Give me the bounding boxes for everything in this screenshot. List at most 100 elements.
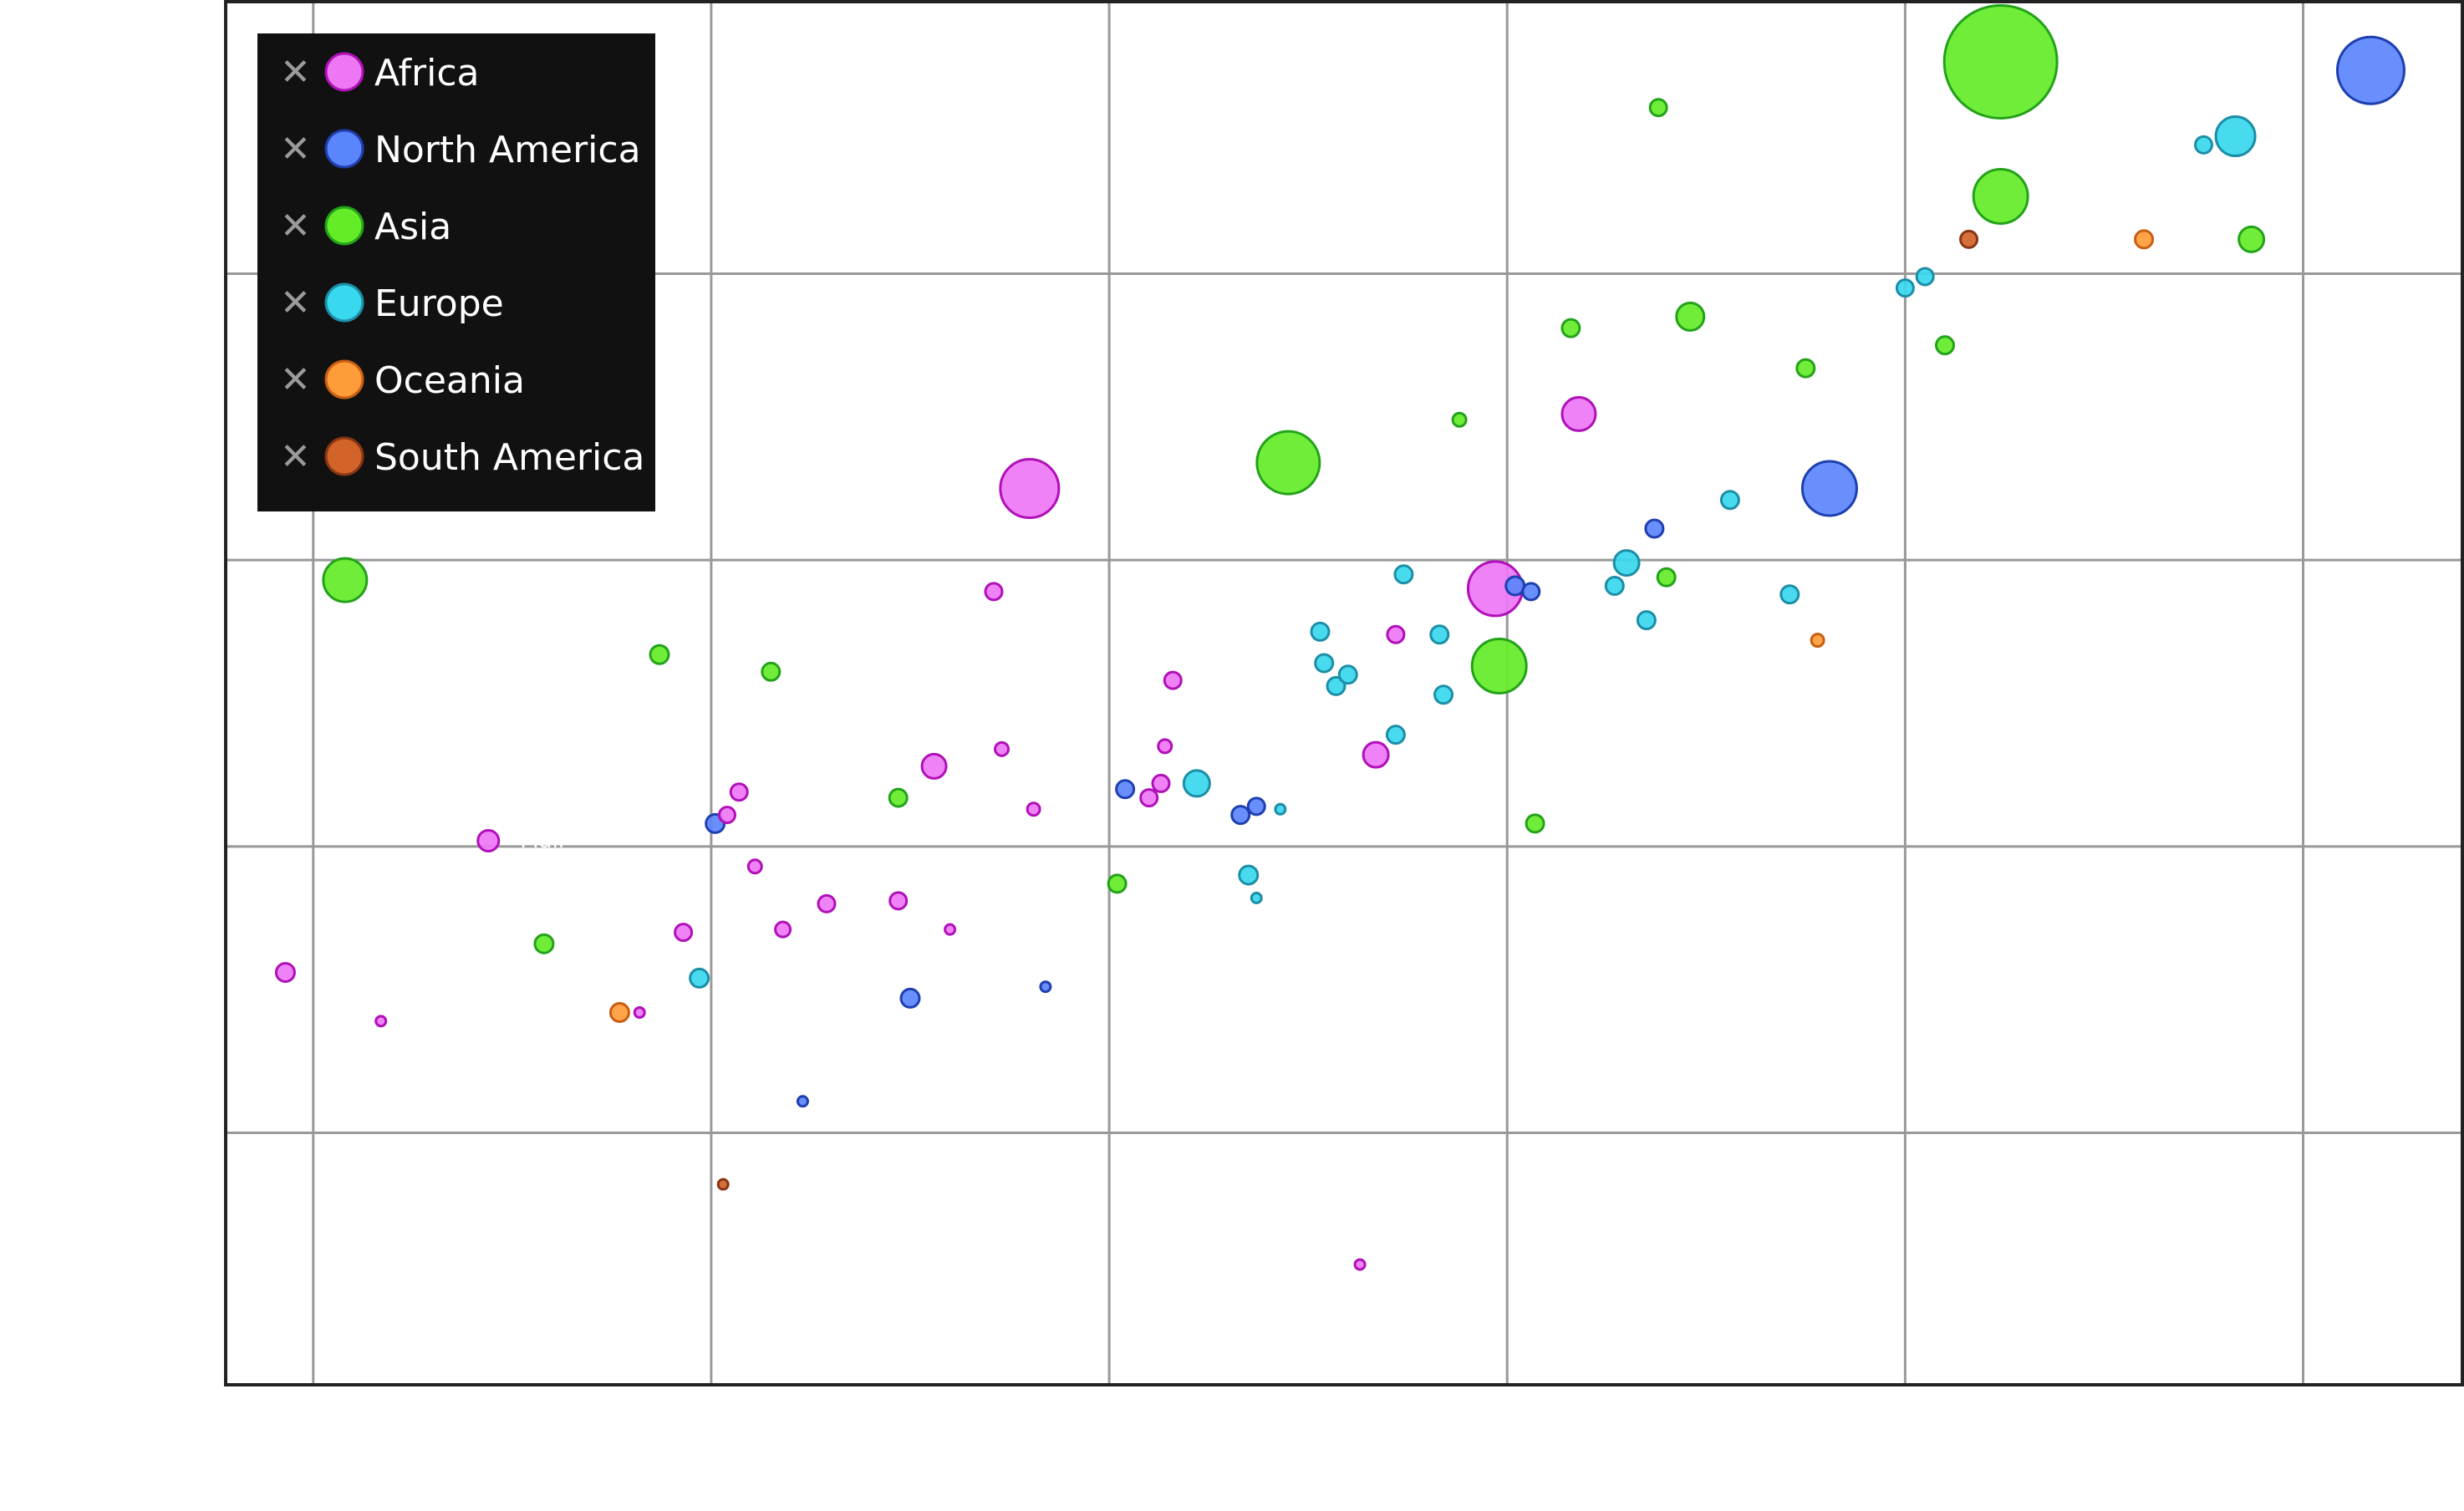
bubble-layer: [274, 3, 2405, 1271]
legend-item-north-america[interactable]: ✕ North America: [280, 128, 641, 171]
legend-item-africa[interactable]: ✕ Africa: [280, 51, 480, 94]
bubble-asia[interactable]: [322, 557, 369, 603]
bubble-north-america[interactable]: [2335, 35, 2405, 105]
bubble-africa[interactable]: [1157, 738, 1173, 755]
legend-item-europe[interactable]: ✕ Europe: [280, 282, 504, 325]
bubble-north-america[interactable]: [899, 987, 921, 1009]
bubble-africa[interactable]: [1353, 1258, 1367, 1271]
bubble-africa[interactable]: [1026, 801, 1041, 817]
bubble-asia[interactable]: [1972, 168, 2029, 226]
bubble-oceania[interactable]: [2134, 229, 2155, 250]
legend-remove-icon[interactable]: ✕: [280, 282, 311, 324]
bubble-africa[interactable]: [1163, 670, 1183, 690]
bubble-asia[interactable]: [1675, 301, 1706, 332]
bubble-europe[interactable]: [1604, 576, 1625, 597]
bubble-europe[interactable]: [1314, 653, 1335, 674]
bubble-asia[interactable]: [1525, 813, 1545, 834]
legend-item-oceania[interactable]: ✕ Oceania: [280, 359, 525, 402]
bubble-north-america[interactable]: [1521, 582, 1541, 602]
bubble-oceania[interactable]: [608, 1002, 630, 1024]
bubble-africa[interactable]: [1362, 740, 1390, 769]
bubble-asia[interactable]: [1934, 335, 1955, 356]
bubble-africa[interactable]: [1386, 624, 1406, 644]
bubble-africa[interactable]: [674, 923, 694, 943]
bubble-africa[interactable]: [374, 1015, 388, 1028]
bubble-africa[interactable]: [774, 920, 792, 939]
bubble-europe[interactable]: [1337, 664, 1358, 685]
bubble-north-america[interactable]: [796, 1095, 809, 1108]
bubble-asia[interactable]: [1451, 411, 1468, 428]
bubble-europe[interactable]: [1719, 490, 1740, 511]
bubble-oceania[interactable]: [1810, 633, 1825, 649]
legend: ✕ Africa ✕ North America ✕ Asia ✕ Europe ✕ Oceani…: [257, 33, 655, 511]
bubble-europe[interactable]: [2214, 115, 2257, 158]
bubble-europe[interactable]: [2193, 135, 2213, 155]
bubble-africa[interactable]: [1139, 788, 1159, 808]
bubble-europe[interactable]: [689, 967, 710, 989]
bubble-asia[interactable]: [1560, 318, 1581, 338]
bubble-asia[interactable]: [888, 787, 909, 808]
bubble-north-america[interactable]: [1115, 779, 1136, 800]
legend-remove-icon[interactable]: ✕: [280, 435, 311, 478]
bubble-europe[interactable]: [1393, 564, 1414, 585]
bubble-africa[interactable]: [888, 891, 909, 911]
bubble-europe[interactable]: [1636, 610, 1657, 631]
bubble-north-america[interactable]: [1644, 518, 1665, 539]
legend-remove-icon[interactable]: ✕: [280, 51, 311, 94]
bubble-europe[interactable]: [1274, 802, 1287, 816]
bubble-africa[interactable]: [476, 828, 501, 852]
bubble-europe[interactable]: [1779, 584, 1800, 605]
bubble-europe[interactable]: [1326, 675, 1347, 696]
legend-remove-icon[interactable]: ✕: [280, 128, 311, 170]
bubble-asia[interactable]: [1255, 430, 1321, 496]
bubble-europe[interactable]: [1433, 684, 1454, 705]
bubble-europe[interactable]: [1429, 624, 1450, 645]
legend-label: Oceania: [374, 359, 525, 402]
bubble-asia[interactable]: [761, 661, 781, 682]
bubble-asia[interactable]: [1942, 3, 2059, 120]
bubble-africa[interactable]: [999, 458, 1061, 520]
bubble-north-america[interactable]: [1800, 460, 1858, 517]
bubble-asia[interactable]: [1470, 637, 1528, 694]
legend-item-south-america[interactable]: ✕ South America: [280, 435, 644, 479]
bubble-asia[interactable]: [1656, 567, 1677, 588]
bubble-asia[interactable]: [1795, 358, 1816, 379]
legend-label: North America: [374, 129, 641, 171]
bubble-africa[interactable]: [984, 582, 1004, 602]
bubble-north-america[interactable]: [1246, 796, 1266, 817]
bubble-europe[interactable]: [1385, 725, 1406, 745]
bubble-europe[interactable]: [1895, 278, 1915, 298]
bubble-europe[interactable]: [1612, 549, 1641, 577]
bubble-europe[interactable]: [1310, 621, 1331, 642]
bubble-asia[interactable]: [1107, 873, 1128, 894]
legend-marker: [324, 282, 364, 323]
bubble-africa[interactable]: [994, 740, 1011, 757]
bubble-africa[interactable]: [633, 1006, 646, 1020]
bubble-africa[interactable]: [817, 893, 837, 913]
bubble-asia[interactable]: [2237, 225, 2266, 253]
bubble-africa[interactable]: [1560, 395, 1597, 432]
bubble-south-america[interactable]: [1959, 229, 1979, 249]
bubble-asia[interactable]: [649, 644, 670, 665]
legend-label: Europe: [374, 282, 504, 325]
bubble-africa[interactable]: [1151, 773, 1171, 793]
bubble-africa[interactable]: [717, 806, 736, 825]
legend-remove-icon[interactable]: ✕: [280, 359, 311, 401]
bubble-north-america[interactable]: [1230, 805, 1251, 826]
bubble-asia[interactable]: [533, 933, 555, 954]
bubble-africa[interactable]: [944, 923, 957, 936]
bubble-europe[interactable]: [1250, 891, 1263, 904]
bubble-north-america[interactable]: [1039, 980, 1052, 994]
bubble-europe[interactable]: [1182, 769, 1211, 798]
bubble-europe[interactable]: [1238, 864, 1260, 886]
bubble-asia[interactable]: [1648, 98, 1668, 118]
bubble-south-america[interactable]: [716, 1178, 730, 1191]
bubble-africa[interactable]: [729, 782, 749, 802]
legend-label: South America: [374, 436, 644, 479]
bubble-africa[interactable]: [274, 962, 296, 984]
bubble-europe[interactable]: [1915, 267, 1935, 287]
bubble-africa[interactable]: [746, 858, 763, 875]
legend-remove-icon[interactable]: ✕: [280, 205, 311, 247]
bubble-africa[interactable]: [920, 752, 948, 780]
legend-item-asia[interactable]: ✕ Asia: [280, 205, 451, 248]
